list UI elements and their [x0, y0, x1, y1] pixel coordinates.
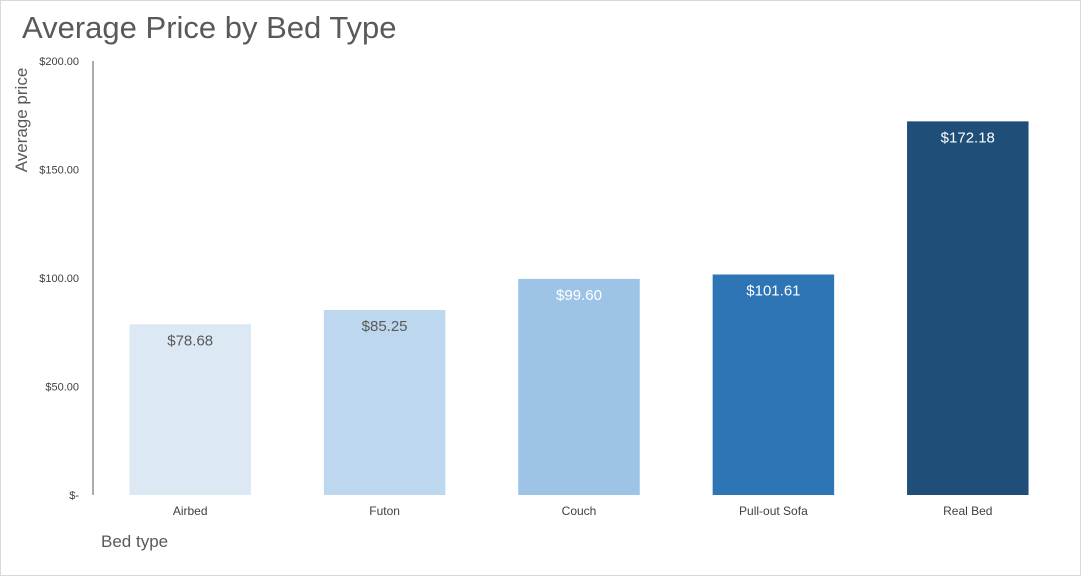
bar: [712, 274, 835, 495]
x-tick-label: Futon: [369, 504, 400, 518]
y-tick-label: $100.00: [39, 273, 79, 285]
chart-title: Average Price by Bed Type: [22, 10, 397, 45]
x-tick-label: Pull-out Sofa: [739, 504, 808, 518]
bar: [907, 121, 1029, 496]
data-label: $78.68: [167, 332, 213, 349]
bar: [518, 278, 640, 495]
y-tick-label: $50.00: [45, 382, 79, 394]
data-label: $101.61: [746, 283, 800, 300]
data-label: $172.18: [941, 129, 995, 146]
x-tick-label: Couch: [562, 504, 597, 518]
y-tick-label: $200.00: [39, 56, 79, 68]
data-label: $85.25: [362, 318, 408, 335]
x-tick-label: Airbed: [173, 504, 208, 518]
data-label: $99.60: [556, 287, 602, 304]
y-tick-label: $150.00: [39, 165, 79, 177]
x-tick-label: Real Bed: [943, 504, 992, 518]
bar: [129, 324, 251, 495]
y-tick-label: $-: [69, 490, 79, 502]
bar: [323, 310, 446, 495]
x-axis-label: Bed type: [101, 532, 169, 551]
